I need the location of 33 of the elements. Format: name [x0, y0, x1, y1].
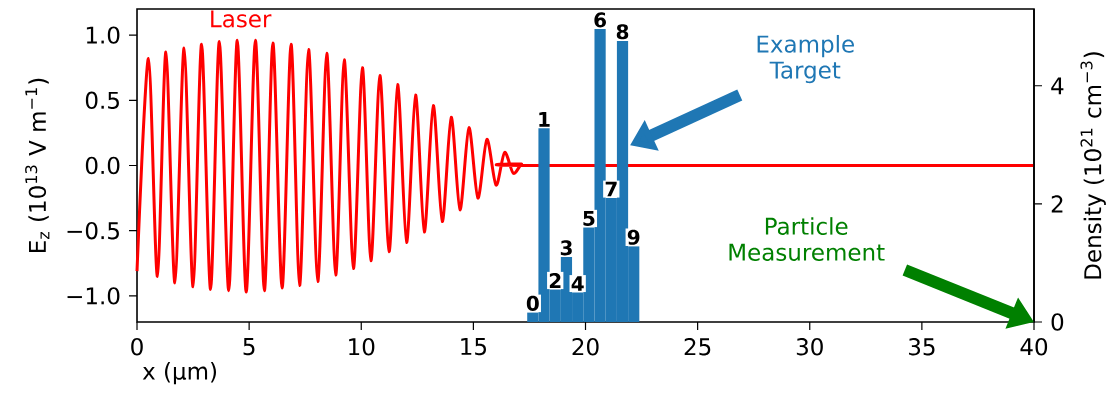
x-tick-label: 40	[1020, 338, 1048, 356]
x-tick-label: 35	[909, 338, 935, 356]
y-tick-label: 0.5	[85, 91, 119, 109]
y-tick-label: −0.5	[67, 222, 119, 240]
y-tick-label: 0.0	[85, 156, 120, 175]
y2-tick-label: 0	[1051, 313, 1064, 331]
x-tick-label: 15	[461, 338, 486, 356]
x-tick-label: 0	[131, 338, 143, 356]
annotation: 8	[616, 24, 629, 40]
y2-tick-label: 2	[1051, 195, 1063, 213]
annotation: 9	[627, 229, 640, 245]
x-tick-label: 10	[349, 338, 375, 356]
annotation: 5	[583, 211, 595, 226]
y-tick-label: 1.0	[86, 26, 120, 44]
annotation: Particle Measurement	[729, 217, 885, 261]
annotation: 2	[549, 273, 561, 288]
annotation: 3	[560, 240, 572, 256]
y-tick-label: −1.0	[67, 287, 120, 305]
x-tick-label: 5	[243, 338, 255, 356]
y2-axis-title: Density (10$^{21}$ cm$^{−3}$)	[1080, 52, 1106, 279]
annotation: 1	[539, 112, 550, 127]
annotation: 0	[526, 295, 539, 311]
annotation: 6	[594, 12, 606, 28]
x-axis-title: x (µm)	[142, 362, 217, 385]
y-axis-title: E$_{z}$ (10$^{13}$ V m$^{−1}$)	[25, 78, 50, 252]
annotation: 7	[605, 181, 617, 197]
y2-tick-label: 4	[1051, 77, 1064, 95]
x-tick-label: 25	[684, 338, 711, 356]
text: Example Target	[757, 34, 854, 84]
x-tick-label: 20	[572, 338, 599, 356]
x-tick-label: 30	[796, 338, 823, 356]
series-label: Laser	[211, 10, 272, 28]
annotation: 4	[571, 276, 584, 291]
